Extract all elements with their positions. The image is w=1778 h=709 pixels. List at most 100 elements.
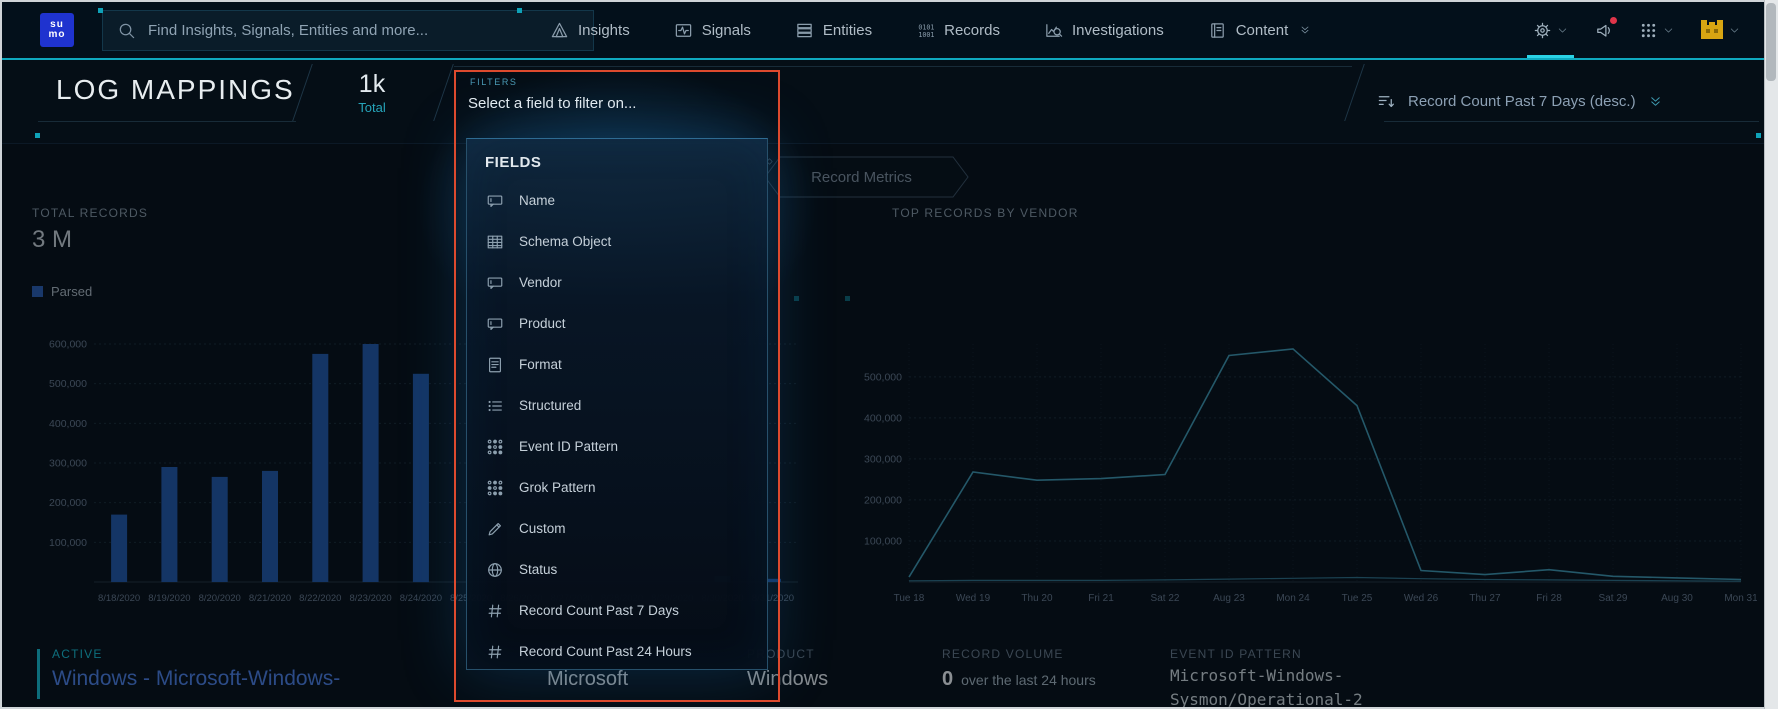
settings-menu[interactable] — [1527, 2, 1574, 58]
svg-text:Aug 30: Aug 30 — [1661, 593, 1693, 604]
fields-header: FIELDS — [485, 154, 542, 171]
field-item-label: Record Count Past 7 Days — [519, 603, 679, 618]
investigations-icon — [1044, 21, 1063, 40]
field-item-status[interactable]: Status — [467, 549, 767, 590]
field-item-format[interactable]: Format — [467, 344, 767, 385]
field-item-label: Custom — [519, 521, 566, 536]
nav-item-content[interactable]: Content — [1208, 21, 1312, 40]
nav-item-insights[interactable]: Insights — [550, 21, 630, 40]
log-mapping-card: ACTIVE Windows - Microsoft-Windows- — [37, 647, 341, 699]
chart-legend: Parsed — [32, 284, 92, 299]
field-item-record-count-past-24-hours[interactable]: Record Count Past 24 Hours — [467, 631, 767, 669]
header-divider — [454, 66, 1352, 67]
log-mapping-name-link[interactable]: Windows - Microsoft-Windows- — [52, 667, 341, 690]
svg-text:300,000: 300,000 — [864, 453, 902, 465]
event-id-pattern-value: Microsoft-Windows- — [1170, 666, 1344, 685]
corner-accent — [517, 8, 522, 13]
nav-items: Insights Signals Entities 0101 1001 Records In… — [550, 2, 1311, 58]
total-records-title: TOTAL RECORDS — [32, 206, 149, 220]
svg-text:Aug 23: Aug 23 — [1213, 593, 1245, 604]
svg-text:300,000: 300,000 — [49, 458, 87, 470]
user-menu[interactable] — [1700, 2, 1740, 58]
field-item-vendor[interactable]: Vendor — [467, 262, 767, 303]
field-item-label: Schema Object — [519, 234, 612, 249]
global-search[interactable] — [102, 10, 594, 51]
svg-text:600,000: 600,000 — [49, 339, 87, 351]
sort-control[interactable]: Record Count Past 7 Days (desc.) — [1377, 92, 1663, 111]
filter-field-input[interactable] — [468, 90, 764, 116]
announcements-button[interactable] — [1594, 2, 1617, 58]
svg-text:Mon 31: Mon 31 — [1724, 593, 1757, 604]
field-item-label: Record Count Past 24 Hours — [519, 644, 692, 659]
event-id-pattern-label: EVENT ID PATTERN — [1170, 647, 1302, 661]
field-item-event-id-pattern[interactable]: Event ID Pattern — [467, 426, 767, 467]
field-item-label: Grok Pattern — [519, 480, 596, 495]
svg-text:400,000: 400,000 — [864, 412, 902, 424]
tab-record-metrics[interactable]: Record Metrics — [764, 156, 969, 198]
fields-panel: FIELDS Name Schema Object Vendor Product For… — [466, 138, 768, 670]
field-item-name[interactable]: Name — [467, 180, 767, 221]
double-chevron-down-icon — [1299, 24, 1311, 36]
apps-grid-icon — [1639, 21, 1658, 40]
total-records-headline: 3 M — [32, 226, 73, 253]
svg-text:8/18/2020: 8/18/2020 — [98, 593, 140, 604]
record-volume-value: 0 — [942, 668, 954, 690]
corner-accent — [1756, 133, 1761, 138]
nav-accent-line — [2, 58, 1764, 60]
nav-item-entities[interactable]: Entities — [795, 21, 872, 40]
tab-record-metrics-label: Record Metrics — [811, 168, 912, 186]
legend-color-swatch — [32, 286, 43, 297]
event-id-pattern-value: Sysmon/Operational-2 — [1170, 690, 1363, 707]
filters-popup: FILTERS FIELDS Name Schema Object Vendor Pr… — [416, 64, 818, 700]
text-field-icon — [485, 274, 505, 292]
record-volume-suffix: over the last 24 hours — [961, 672, 1096, 688]
field-item-label: Vendor — [519, 275, 562, 290]
search-input[interactable] — [148, 22, 579, 39]
svg-text:8/23/2020: 8/23/2020 — [349, 593, 391, 604]
product-value: Windows — [747, 668, 829, 690]
field-item-grok-pattern[interactable]: Grok Pattern — [467, 467, 767, 508]
svg-text:Fri 21: Fri 21 — [1088, 593, 1114, 604]
pencil-icon — [485, 520, 505, 538]
svg-text:200,000: 200,000 — [49, 497, 87, 509]
page-title: LOG MAPPINGS — [56, 74, 295, 105]
svg-text:8/21/2020: 8/21/2020 — [249, 593, 291, 604]
document-icon — [485, 356, 505, 374]
chevron-down-icon — [1729, 25, 1740, 36]
nav-right-controls — [1527, 2, 1740, 58]
field-item-structured[interactable]: Structured — [467, 385, 767, 426]
svg-text:500,000: 500,000 — [49, 378, 87, 390]
svg-text:500,000: 500,000 — [864, 371, 902, 383]
main-content: Record Metrics TOTAL RECORDS 3 M Parsed … — [2, 144, 1764, 707]
apps-menu[interactable] — [1639, 2, 1674, 58]
search-icon — [117, 21, 136, 40]
nav-item-investigations[interactable]: Investigations — [1044, 21, 1164, 40]
field-item-product[interactable]: Product — [467, 303, 767, 344]
nav-item-signals[interactable]: Signals — [674, 21, 751, 40]
svg-text:Wed 26: Wed 26 — [1404, 593, 1439, 604]
header-divider — [38, 121, 296, 122]
header-divider — [1384, 121, 1759, 122]
field-item-label: Product — [519, 316, 566, 331]
active-underline — [1527, 55, 1574, 58]
nav-item-records[interactable]: 0101 1001 Records — [916, 21, 1000, 40]
field-item-schema-object[interactable]: Schema Object — [467, 221, 767, 262]
field-item-record-count-past-7-days[interactable]: Record Count Past 7 Days — [467, 590, 767, 631]
svg-text:Tue 18: Tue 18 — [894, 593, 925, 604]
scrollbar[interactable] — [1764, 0, 1778, 709]
notification-dot — [1610, 17, 1617, 24]
top-records-by-vendor-title: TOP RECORDS BY VENDOR — [892, 206, 1079, 220]
event-id-pattern-card: EVENT ID PATTERN Microsoft-Windows- Sysm… — [1170, 647, 1363, 707]
svg-text:8/22/2020: 8/22/2020 — [299, 593, 341, 604]
svg-text:8/19/2020: 8/19/2020 — [148, 593, 190, 604]
double-chevron-down-icon — [1648, 94, 1663, 109]
scrollbar-thumb[interactable] — [1766, 3, 1776, 81]
panel-corner-accent — [794, 296, 799, 301]
sumo-logo[interactable]: su mo — [40, 13, 74, 47]
entities-icon — [795, 21, 814, 40]
field-item-custom[interactable]: Custom — [467, 508, 767, 549]
nav-item-label: Records — [944, 21, 1000, 39]
svg-text:Sat 22: Sat 22 — [1151, 593, 1180, 604]
